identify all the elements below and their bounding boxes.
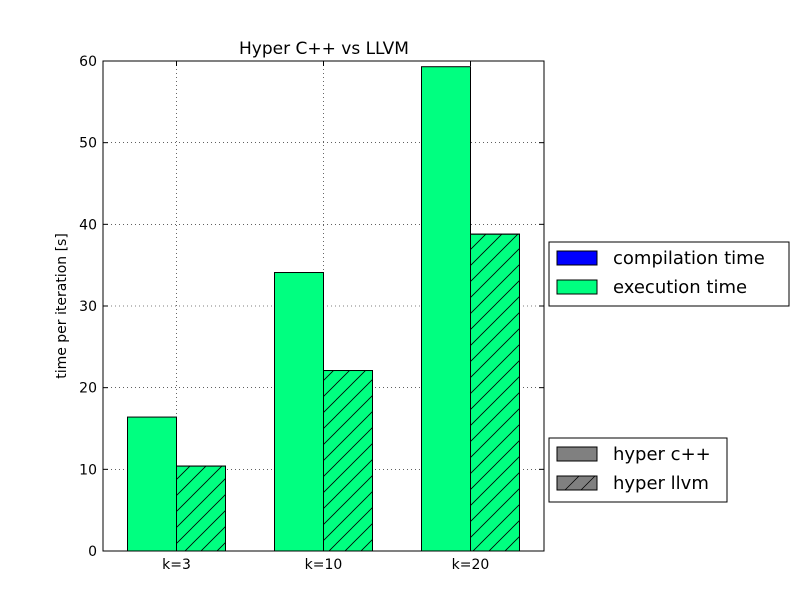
- plot-frame: [102, 60, 545, 552]
- legend-label: execution time: [613, 277, 747, 298]
- y-axis-label: time per iteration [s]: [54, 233, 70, 379]
- x-tick-label: k=20: [452, 557, 490, 573]
- legend-swatch: [556, 250, 598, 266]
- bar-execution-hyper-c-: [127, 416, 177, 552]
- legend-metric: compilation time execution time: [548, 241, 790, 307]
- y-tick-label: 30: [79, 299, 97, 315]
- x-tick-label: k=10: [305, 557, 343, 573]
- bar-hatch-overlay: [470, 233, 520, 552]
- legend-label: compilation time: [613, 248, 765, 269]
- bar-hatch-overlay: [323, 370, 373, 552]
- legend-swatch-hatch: [564, 475, 580, 491]
- legend-label: hyper c++: [613, 444, 711, 465]
- bar-hatch-overlay: [176, 465, 226, 552]
- y-tick-label: 10: [79, 462, 97, 478]
- bar-execution-hyper-c-: [421, 66, 471, 552]
- legend-swatch: [556, 279, 598, 295]
- legend-swatch: [556, 446, 598, 462]
- y-tick-label: 40: [79, 217, 97, 233]
- y-tick-label: 60: [79, 54, 97, 70]
- bar-execution-hyper-c-: [274, 272, 324, 552]
- legend-swatch-hatch: [580, 475, 596, 491]
- legend-label: hyper llvm: [613, 473, 709, 494]
- legend-backend: hyper c++ hyper llvm: [548, 437, 728, 503]
- y-tick-label: 20: [79, 381, 97, 397]
- y-tick-label: 0: [88, 544, 97, 560]
- chart-title: Hyper C++ vs LLVM: [239, 39, 409, 59]
- legend-swatch: [556, 475, 598, 491]
- y-tick-label: 50: [79, 136, 97, 152]
- x-tick-label: k=3: [162, 557, 191, 573]
